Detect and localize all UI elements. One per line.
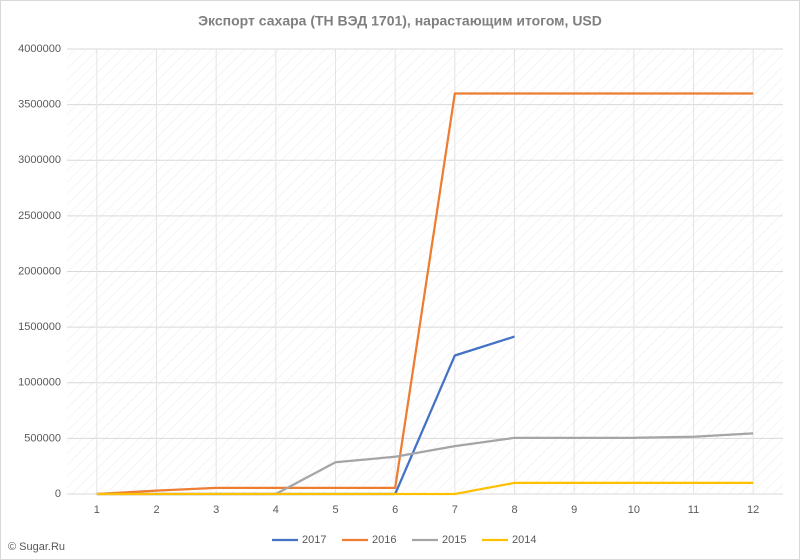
x-tick-label: 7 bbox=[452, 504, 458, 516]
y-tick-label: 1000000 bbox=[18, 377, 61, 389]
series-line bbox=[96, 481, 754, 496]
legend-label: 2015 bbox=[442, 534, 466, 546]
x-tick-label: 8 bbox=[511, 504, 517, 516]
x-tick-label: 5 bbox=[332, 504, 338, 516]
y-tick-label: 1500000 bbox=[18, 321, 61, 333]
series-line bbox=[96, 92, 754, 496]
x-tick-label: 2 bbox=[153, 504, 159, 516]
x-tick-label: 9 bbox=[571, 504, 577, 516]
x-tick-label: 4 bbox=[273, 504, 279, 516]
y-tick-label: 0 bbox=[55, 488, 61, 500]
y-tick-label: 4000000 bbox=[18, 43, 61, 55]
x-tick-label: 3 bbox=[213, 504, 219, 516]
x-tick-label: 11 bbox=[688, 504, 699, 516]
x-tick-label: 10 bbox=[628, 504, 640, 516]
x-tick-label: 6 bbox=[392, 504, 398, 516]
y-tick-label: 2000000 bbox=[18, 265, 61, 277]
x-tick-label: 1 bbox=[94, 504, 100, 516]
y-tick-label: 500000 bbox=[24, 432, 61, 444]
y-tick-label: 2500000 bbox=[18, 210, 61, 222]
legend-label: 2014 bbox=[512, 534, 536, 546]
legend-label: 2016 bbox=[372, 534, 396, 546]
chart-title: Экспорт сахара (ТН ВЭД 1701), нарастающи… bbox=[198, 13, 602, 29]
legend-label: 2017 bbox=[302, 534, 326, 546]
source: © Sugar.Ru bbox=[8, 541, 65, 553]
y-tick-label: 3000000 bbox=[18, 154, 61, 166]
x-tick-label: 12 bbox=[747, 504, 759, 516]
y-tick-label: 3500000 bbox=[18, 99, 61, 111]
